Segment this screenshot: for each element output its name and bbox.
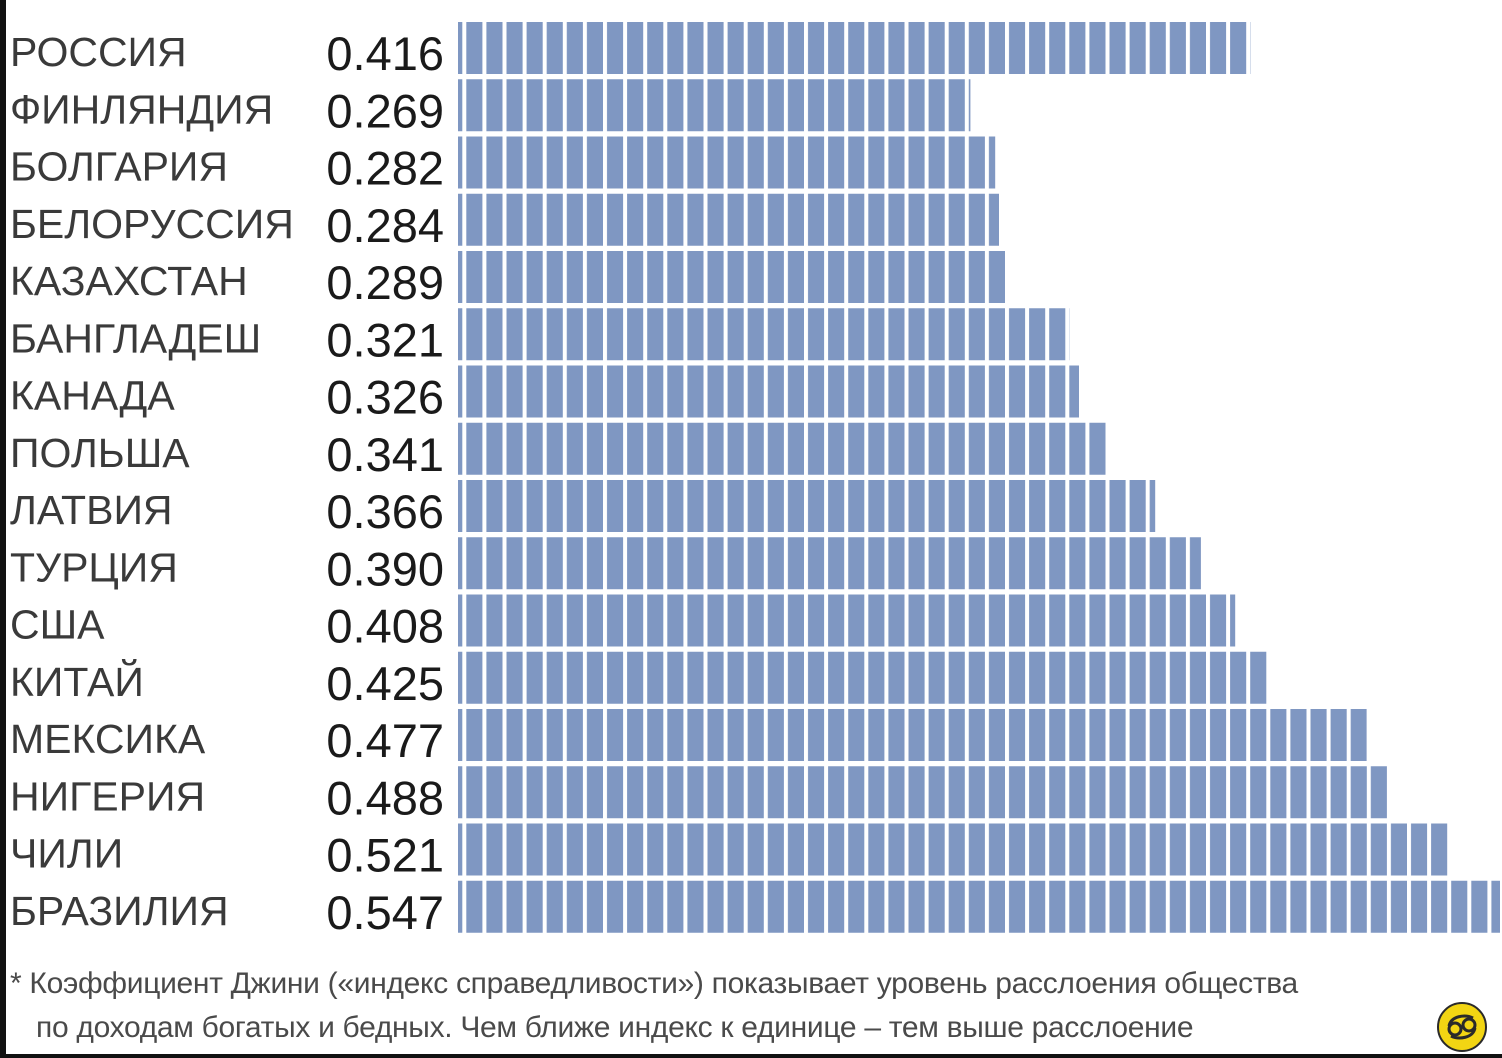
value-label: 0.284 (326, 199, 444, 252)
country-label: ФИНЛЯНДИЯ (10, 86, 273, 132)
value-label: 0.269 (326, 84, 444, 137)
bar (458, 880, 1500, 933)
cancer-zodiac-icon (1437, 1002, 1487, 1052)
value-label: 0.521 (326, 829, 444, 882)
value-label: 0.547 (326, 886, 444, 939)
value-label: 0.321 (326, 313, 444, 366)
bar (458, 422, 1108, 475)
country-label: КАНАДА (10, 373, 175, 419)
country-label: НИГЕРИЯ (10, 773, 205, 819)
country-label: МЕКСИКА (10, 716, 206, 762)
bar (458, 79, 971, 132)
bar (458, 537, 1201, 590)
bar (458, 766, 1388, 819)
bar (458, 251, 1009, 303)
bar (458, 480, 1156, 532)
value-label: 0.425 (326, 657, 444, 710)
country-label: КИТАЙ (10, 659, 144, 705)
country-label: БРАЗИЛИЯ (10, 888, 229, 934)
country-label: ПОЛЬША (10, 430, 190, 476)
bar (458, 136, 996, 189)
value-label: 0.408 (326, 600, 444, 653)
bar (458, 823, 1451, 876)
footnote: * Коэффициент Джини («индекс справедливо… (10, 962, 1490, 1050)
country-label: РОССИЯ (10, 29, 187, 75)
bar (458, 651, 1268, 704)
bar (458, 22, 1251, 74)
country-label: ЛАТВИЯ (10, 487, 173, 533)
value-label: 0.488 (326, 771, 444, 824)
bar (458, 365, 1079, 418)
value-label: 0.390 (326, 542, 444, 595)
bar (458, 594, 1236, 647)
value-label: 0.366 (326, 485, 444, 538)
image-bottom-border (0, 1054, 1502, 1058)
bars-layer (458, 22, 1500, 933)
bar (458, 193, 999, 246)
bar (458, 308, 1070, 361)
country-label: БОЛГАРИЯ (10, 144, 228, 190)
footnote-line-2: по доходам богатых и бедных. Чем ближе и… (36, 1011, 1194, 1044)
gini-bar-chart: РОССИЯ 0.416 ФИНЛЯНДИЯ 0.269 БОЛГАРИЯ 0.282 БЕ… (10, 22, 1500, 939)
value-label: 0.326 (326, 371, 444, 424)
country-label: ЧИЛИ (10, 831, 123, 877)
value-label: 0.282 (326, 142, 444, 195)
country-label: КАЗАХСТАН (10, 258, 248, 304)
labels-layer: РОССИЯ 0.416 ФИНЛЯНДИЯ 0.269 БОЛГАРИЯ 0.282 БЕ… (10, 27, 444, 939)
value-label: 0.416 (326, 27, 444, 80)
bar (458, 709, 1367, 761)
value-label: 0.341 (326, 428, 444, 481)
country-label: ТУРЦИЯ (10, 544, 178, 590)
country-label: БАНГЛАДЕШ (10, 315, 261, 361)
country-label: США (10, 602, 105, 648)
country-label: БЕЛОРУССИЯ (10, 201, 294, 247)
image-left-border (0, 0, 6, 1058)
value-label: 0.289 (326, 256, 444, 309)
value-label: 0.477 (326, 714, 444, 767)
footnote-line-1: * Коэффициент Джини («индекс справедливо… (10, 967, 1298, 1000)
